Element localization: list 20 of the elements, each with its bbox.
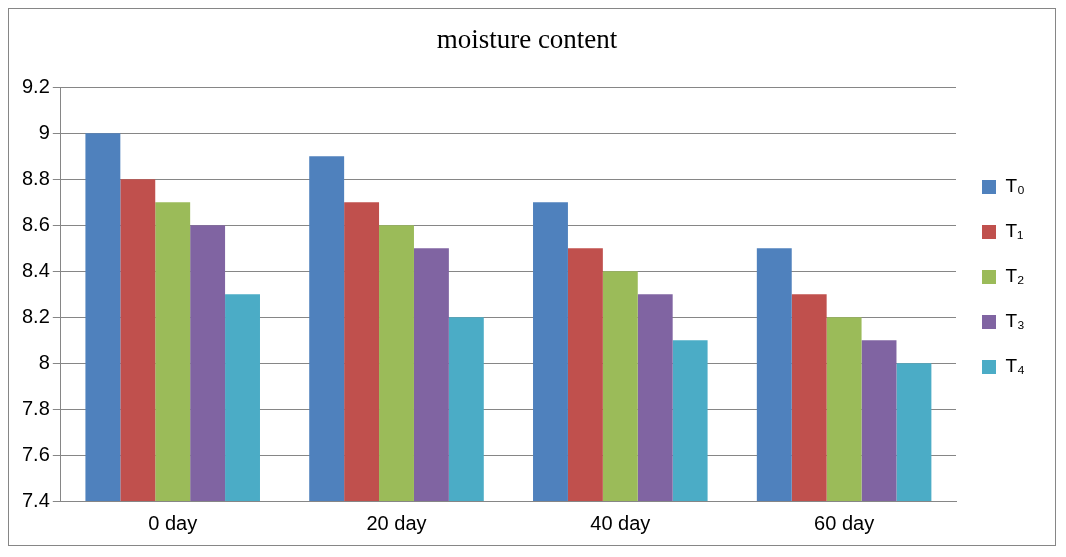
y-tick-label: 8.8 [21,166,50,189]
legend-label: T₁ [1005,220,1024,242]
y-tick-label: 8.2 [21,304,50,327]
x-tick-label: 60 day [814,511,875,534]
x-tick-label: 40 day [590,511,651,534]
chart-title: moisture content [436,24,618,55]
legend-label: T₃ [1005,310,1025,332]
x-tick-label: 0 day [148,511,198,534]
legend-label: T₂ [1005,265,1025,287]
y-tick-label: 7.4 [21,488,50,511]
y-tick-label: 8.6 [21,212,50,235]
y-tick-label: 7.8 [21,396,50,419]
legend-label: T₀ [1005,175,1026,197]
y-tick-label: 8.4 [21,258,50,281]
y-tick-label: 7.6 [21,442,50,465]
y-tick-label: 8 [38,350,50,373]
x-tick-label: 20 day [366,511,427,534]
y-tick-label: 9 [38,120,50,143]
legend-label: T₄ [1005,355,1026,377]
y-tick-label: 9.2 [21,74,50,97]
